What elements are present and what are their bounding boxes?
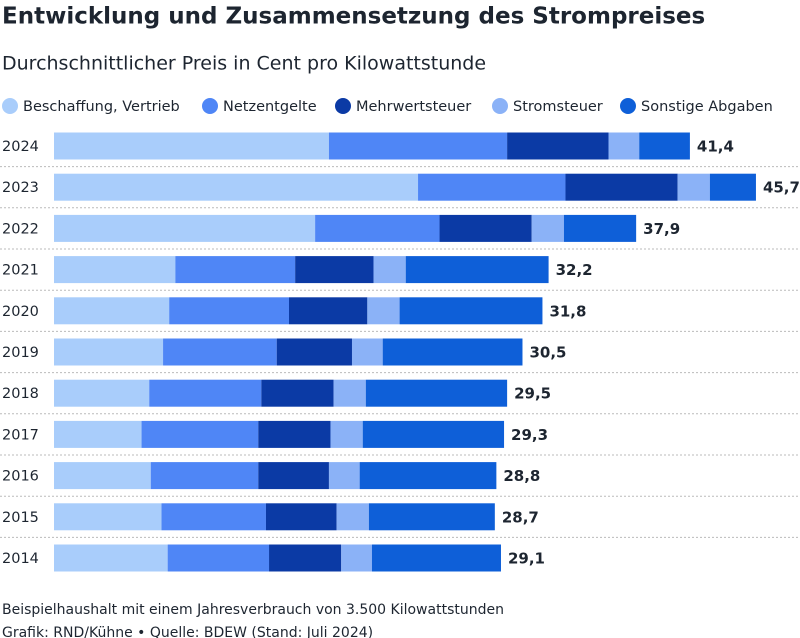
bar-segment: [54, 132, 329, 160]
total-label: 28,8: [503, 467, 540, 485]
y-tick-label: 2014: [2, 551, 39, 567]
bar-segment: [439, 214, 532, 242]
bar-segment: [163, 338, 277, 366]
bar-segment: [54, 544, 168, 572]
legend-swatch: [202, 98, 218, 114]
bar-segment: [531, 214, 564, 242]
bar-segment: [709, 173, 756, 201]
bar-segment: [351, 338, 383, 366]
bar-segment: [54, 462, 151, 490]
bar-segment: [405, 256, 549, 284]
bar-segment: [328, 462, 360, 490]
legend-label: Sonstige Abgaben: [641, 99, 773, 115]
legend-swatch: [492, 98, 508, 114]
bar-segment: [54, 256, 176, 284]
bar-segment: [507, 132, 609, 160]
y-tick-label: 2019: [2, 345, 39, 361]
bar-segment: [315, 214, 440, 242]
bar-segment: [276, 338, 352, 366]
bar-segment: [362, 420, 505, 448]
total-label: 41,4: [697, 138, 734, 156]
y-tick-label: 2015: [2, 510, 39, 526]
bar-segment: [54, 503, 162, 531]
total-label: 29,3: [511, 426, 548, 444]
y-tick-label: 2023: [2, 180, 39, 196]
bar-segment: [150, 462, 259, 490]
bar-segment: [175, 256, 296, 284]
total-label: 45,7: [763, 179, 800, 197]
bar-segment: [258, 462, 329, 490]
bar-segment: [336, 503, 369, 531]
bar-segment: [367, 297, 400, 325]
y-tick-label: 2024: [2, 139, 39, 155]
y-tick-label: 2022: [2, 221, 39, 237]
y-tick-label: 2021: [2, 263, 39, 279]
bar-segment: [418, 173, 566, 201]
total-label: 29,5: [514, 385, 551, 403]
bar-segment: [169, 297, 290, 325]
chart-title: Entwicklung und Zusammensetzung des Stro…: [2, 4, 705, 30]
bar-segment: [677, 173, 710, 201]
note: Beispielhaushalt mit einem Jahresverbrau…: [2, 602, 504, 618]
bar-segment: [54, 297, 170, 325]
bar-segment: [341, 544, 372, 572]
bar-segment: [371, 544, 501, 572]
y-tick-label: 2016: [2, 469, 39, 485]
y-tick-label: 2020: [2, 304, 39, 320]
y-tick-label: 2017: [2, 427, 39, 443]
bar-segment: [149, 379, 262, 407]
bar-segment: [161, 503, 266, 531]
total-label: 37,9: [643, 220, 680, 238]
total-label: 32,2: [556, 261, 593, 279]
bar-segment: [330, 420, 363, 448]
source: Grafik: RND/Kühne • Quelle: BDEW (Stand:…: [2, 625, 373, 638]
bar-segment: [261, 379, 334, 407]
bar-segment: [54, 173, 419, 201]
legend-label: Mehrwertsteuer: [356, 99, 471, 115]
legend-swatch: [620, 98, 636, 114]
bar-segment: [608, 132, 640, 160]
bar-segment: [269, 544, 342, 572]
bar-segment: [167, 544, 270, 572]
bar-segment: [365, 379, 508, 407]
bar-segment: [258, 420, 331, 448]
bar-segment: [333, 379, 366, 407]
y-tick-label: 2018: [2, 386, 39, 402]
legend-label: Beschaffung, Vertrieb: [23, 99, 180, 115]
bar-segment: [141, 420, 259, 448]
bar-segment: [368, 503, 495, 531]
bar-segment: [328, 132, 508, 160]
bar-segment: [639, 132, 690, 160]
bar-segment: [399, 297, 543, 325]
bar-segment: [563, 214, 637, 242]
bar-segment: [382, 338, 523, 366]
bar-segment: [54, 338, 164, 366]
bar-segment: [54, 214, 316, 242]
bar-segment: [265, 503, 337, 531]
bar-segment: [54, 420, 142, 448]
legend-swatch: [335, 98, 351, 114]
bar-segment: [359, 462, 497, 490]
legend-swatch: [2, 98, 18, 114]
total-label: 28,7: [502, 508, 539, 526]
bar-segment: [565, 173, 678, 201]
total-label: 31,8: [549, 302, 586, 320]
bar-segment: [54, 379, 150, 407]
bar-segment: [295, 256, 374, 284]
chart-subtitle: Durchschnittlicher Preis in Cent pro Kil…: [2, 53, 486, 75]
bar-segment: [289, 297, 368, 325]
legend-label: Stromsteuer: [513, 99, 603, 115]
total-label: 30,5: [529, 344, 566, 362]
legend-label: Netzentgelte: [223, 99, 317, 115]
bar-segment: [373, 256, 406, 284]
total-label: 29,1: [508, 550, 545, 568]
